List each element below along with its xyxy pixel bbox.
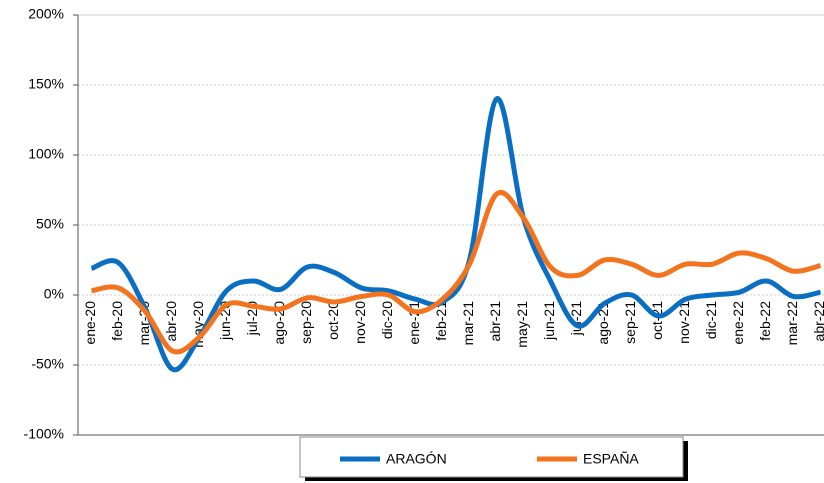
y-tick-label: 50% <box>36 216 64 232</box>
y-tick-label: 0% <box>44 286 64 302</box>
legend-label: ESPAÑA <box>583 451 639 467</box>
x-tick-label: nov-21 <box>676 301 692 344</box>
x-tick-label: nov-20 <box>352 301 368 344</box>
x-tick-label: sep-21 <box>622 301 638 344</box>
x-tick-label: sep-20 <box>298 301 314 344</box>
x-tick-label: abr-21 <box>487 301 503 342</box>
x-tick-label: jul-20 <box>244 301 260 336</box>
y-tick-label: 100% <box>28 146 64 162</box>
y-tick-label: -100% <box>24 426 64 442</box>
x-tick-label: jun-21 <box>541 301 557 341</box>
x-tick-label: mar-22 <box>784 301 800 346</box>
x-tick-label: ene-22 <box>730 301 746 345</box>
y-tick-label: 200% <box>28 6 64 22</box>
x-tick-label: abr-20 <box>163 301 179 342</box>
x-tick-label: oct-20 <box>325 301 341 340</box>
y-tick-label: -50% <box>31 356 64 372</box>
line <box>91 190 822 355</box>
x-tick-label: dic-21 <box>703 301 719 339</box>
x-tick-label: mar-21 <box>460 301 476 346</box>
x-tick-label: may-21 <box>514 301 530 348</box>
x-tick-label: abr-22 <box>811 301 824 342</box>
x-tick-label: oct-21 <box>649 301 665 340</box>
x-tick-label: ene-20 <box>82 301 98 345</box>
x-tick-label: feb-21 <box>433 301 449 341</box>
y-tick-label: 150% <box>28 76 64 92</box>
x-tick-label: feb-22 <box>757 301 773 341</box>
x-tick-label: dic-20 <box>379 301 395 339</box>
x-tick-label: ago-20 <box>271 301 287 345</box>
x-tick-label: feb-20 <box>109 301 125 341</box>
legend-label: ARAGÓN <box>386 451 447 467</box>
